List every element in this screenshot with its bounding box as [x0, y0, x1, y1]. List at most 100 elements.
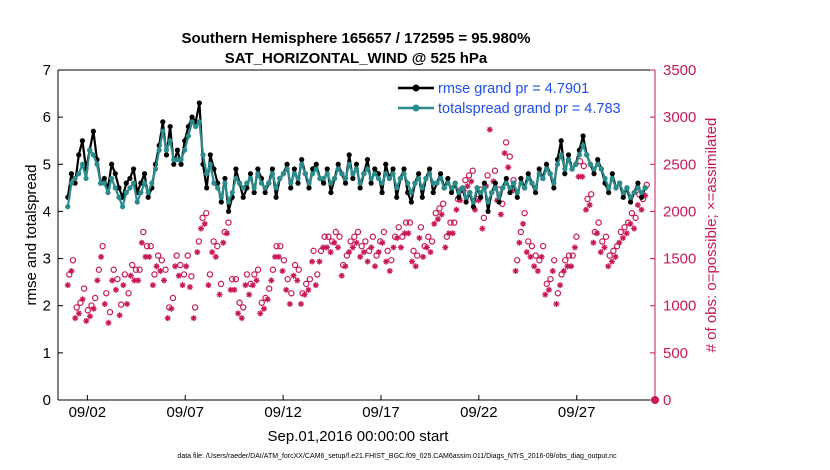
obs-assimilated-point [242, 282, 249, 289]
obs-possible-point [384, 247, 391, 255]
series-0-point [350, 175, 356, 182]
obs-possible-point [358, 242, 365, 250]
series-1-point [573, 161, 579, 167]
series-1-point [109, 175, 115, 182]
series-1-point [101, 180, 107, 186]
series-1-point [405, 180, 411, 186]
obs-assimilated-point [283, 286, 290, 293]
series-0-point [485, 208, 491, 215]
obs-possible-markers [66, 110, 650, 316]
series-0-point [580, 133, 586, 139]
obs-assimilated-point [153, 263, 160, 270]
series-1-point [196, 119, 202, 125]
y2-tick-label-2: 1000 [663, 298, 696, 315]
obs-possible-point [302, 280, 310, 288]
series-0-point [222, 175, 228, 182]
obs-possible-point [632, 214, 639, 222]
obs-assimilated-point [205, 282, 212, 289]
obs-assimilated-point [501, 150, 508, 157]
obs-assimilated-point [124, 301, 131, 307]
obs-possible-point [543, 280, 550, 288]
series-1-point [467, 189, 473, 196]
series-0-point [368, 180, 374, 186]
obs-possible-point [525, 238, 532, 245]
obs-assimilated-point [75, 310, 82, 317]
series-0-point [130, 166, 137, 172]
obs-assimilated-point [349, 244, 356, 251]
y-tick-label-0: 0 [43, 392, 51, 409]
series-1-point [595, 161, 601, 167]
obs-possible-point [425, 233, 432, 240]
series-1-point [204, 171, 210, 177]
series-1-point [620, 189, 626, 196]
series-0-point [262, 189, 268, 196]
series-1-point [565, 156, 572, 163]
obs-possible-point [217, 280, 225, 288]
x-tick-label-2: 09/12 [264, 404, 302, 421]
obs-possible-point [528, 242, 536, 250]
obs-possible-point [180, 271, 188, 278]
series-1-point [269, 171, 276, 177]
series-0-point [123, 180, 129, 186]
series-1-point [426, 171, 433, 177]
obs-assimilated-point [568, 263, 575, 270]
series-1-point [94, 161, 100, 167]
series-1-point [419, 185, 425, 191]
series-1-point [412, 180, 418, 186]
series-0-point [295, 180, 301, 186]
obs-possible-point [129, 261, 136, 269]
series-1-point [280, 171, 287, 177]
obs-possible-point [402, 219, 410, 226]
series-0-point [536, 166, 542, 172]
series-0-point [68, 171, 75, 177]
obs-possible-point [613, 242, 621, 250]
obs-assimilated-point [90, 305, 97, 312]
series-1-point [606, 185, 612, 191]
series-0-point [109, 161, 115, 167]
series-1-point [507, 185, 513, 191]
obs-assimilated-point [368, 244, 375, 251]
obs-assimilated-point [431, 220, 438, 227]
series-1-point [266, 180, 272, 186]
obs-assimilated-point [83, 317, 90, 324]
obs-assimilated-point [157, 268, 164, 274]
obs-possible-point [84, 307, 91, 314]
series-1-point [474, 185, 480, 191]
obs-assimilated-point [383, 258, 390, 265]
series-0-point [595, 156, 601, 163]
obs-possible-point [232, 275, 240, 283]
obs-possible-point [77, 299, 84, 306]
series-1-point [408, 189, 414, 196]
obs-possible-point [291, 261, 299, 269]
obs-assimilated-point [116, 312, 123, 319]
series-1-point [357, 180, 363, 186]
series-0-point [112, 171, 118, 177]
obs-possible-point [595, 219, 602, 226]
series-1-point [452, 180, 458, 186]
series-0-point [76, 152, 82, 158]
y2-axis-label: # of obs: o=possible; ×=assimilated [703, 118, 720, 353]
series-1-point [591, 166, 597, 172]
series-0-point [627, 199, 634, 205]
series-0-point [507, 189, 513, 196]
obs-assimilated-point [246, 291, 253, 298]
obs-assimilated-point [209, 249, 216, 256]
obs-possible-point [310, 247, 317, 255]
series-1-point [401, 171, 407, 177]
series-0-point [620, 194, 626, 200]
obs-possible-point [628, 209, 636, 217]
obs-assimilated-point [620, 235, 627, 241]
series-1-point [441, 185, 447, 191]
series-1-point [185, 133, 191, 139]
series-1-point [361, 171, 367, 177]
obs-assimilated-point [301, 291, 308, 298]
series-1-point [416, 175, 422, 182]
series-1-point [83, 175, 89, 182]
obs-possible-point [399, 233, 406, 240]
obs-assimilated-point [135, 277, 142, 284]
obs-assimilated-point [334, 244, 341, 251]
series-0-point [562, 171, 568, 177]
obs-assimilated-point [264, 296, 271, 303]
obs-assimilated-point [560, 268, 567, 274]
